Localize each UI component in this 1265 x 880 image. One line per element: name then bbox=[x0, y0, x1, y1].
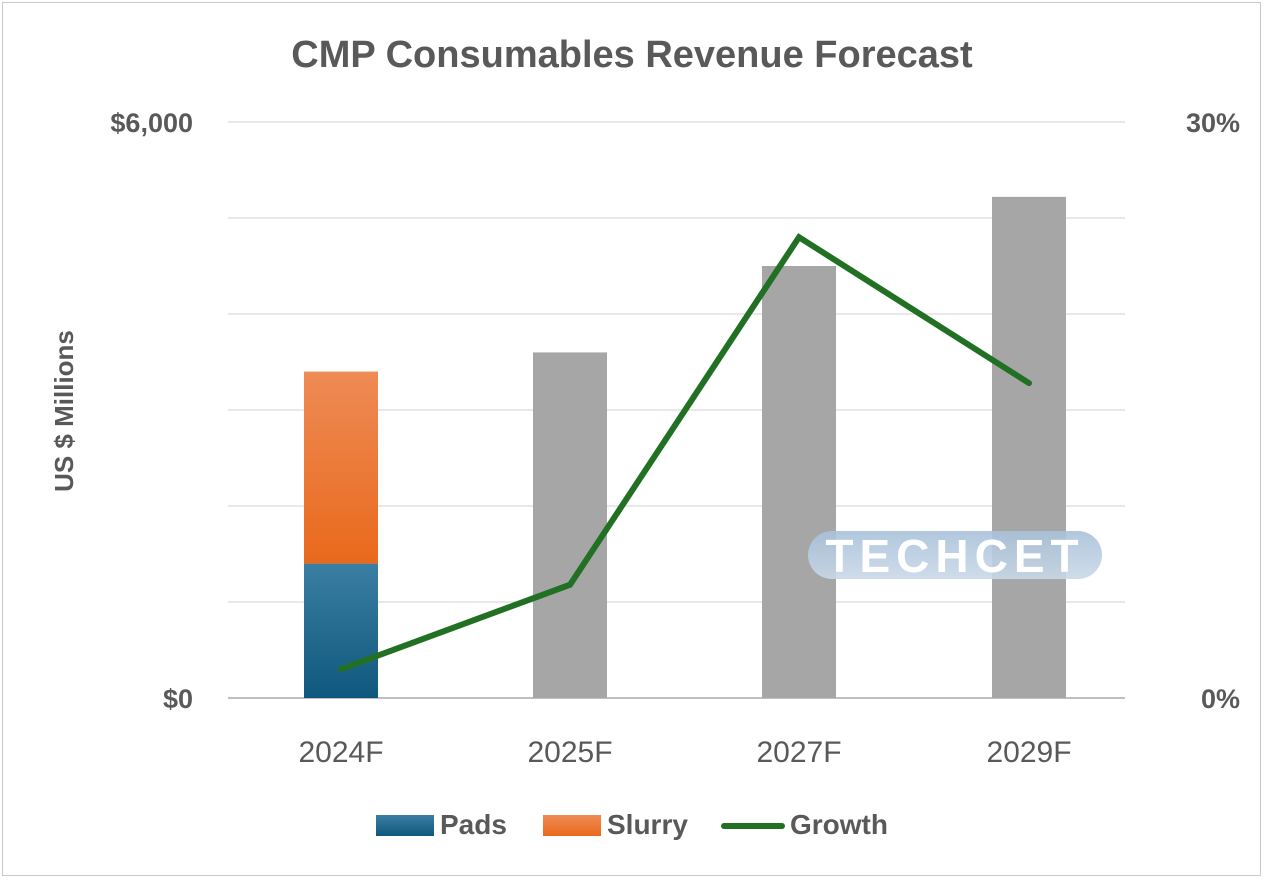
legend-label-pads: Pads bbox=[440, 809, 507, 840]
legend-label-slurry: Slurry bbox=[607, 809, 688, 840]
legend-swatch-slurry bbox=[543, 815, 601, 836]
bars-layer bbox=[304, 196, 1066, 698]
y-tick-left: $6,000 bbox=[110, 108, 193, 138]
bar-pads-2024F bbox=[304, 563, 378, 698]
x-tick-label: 2029F bbox=[986, 736, 1071, 769]
growth-line bbox=[338, 233, 1032, 673]
y-tick-right: 30% bbox=[1186, 108, 1240, 138]
bar-total-2029F bbox=[992, 196, 1066, 698]
bar-total-2025F bbox=[533, 352, 607, 698]
chart-title: CMP Consumables Revenue Forecast bbox=[291, 34, 973, 76]
x-tick-label: 2027F bbox=[756, 736, 841, 769]
x-tick-label: 2025F bbox=[527, 736, 612, 769]
legend-label-growth: Growth bbox=[790, 809, 888, 840]
axis-labels: $6,000 $0 30% 0% 2024F 2025F 2027F 2029F bbox=[110, 108, 1240, 769]
y-tick-right: 0% bbox=[1201, 684, 1240, 714]
y-axis-label: US $ Millions bbox=[49, 330, 79, 492]
legend: Pads Slurry Growth bbox=[376, 809, 888, 840]
y-tick-left: $0 bbox=[163, 684, 193, 714]
growth-line-layer bbox=[338, 233, 1032, 673]
watermark-badge bbox=[808, 531, 1102, 579]
watermark-text: TECHCET bbox=[825, 530, 1084, 582]
x-tick-label: 2024F bbox=[298, 736, 383, 769]
legend-swatch-pads bbox=[376, 815, 434, 836]
bar-slurry-2024F bbox=[304, 371, 378, 564]
bar-total-2027F bbox=[762, 266, 836, 698]
techcet-watermark: TECHCET bbox=[808, 530, 1102, 582]
